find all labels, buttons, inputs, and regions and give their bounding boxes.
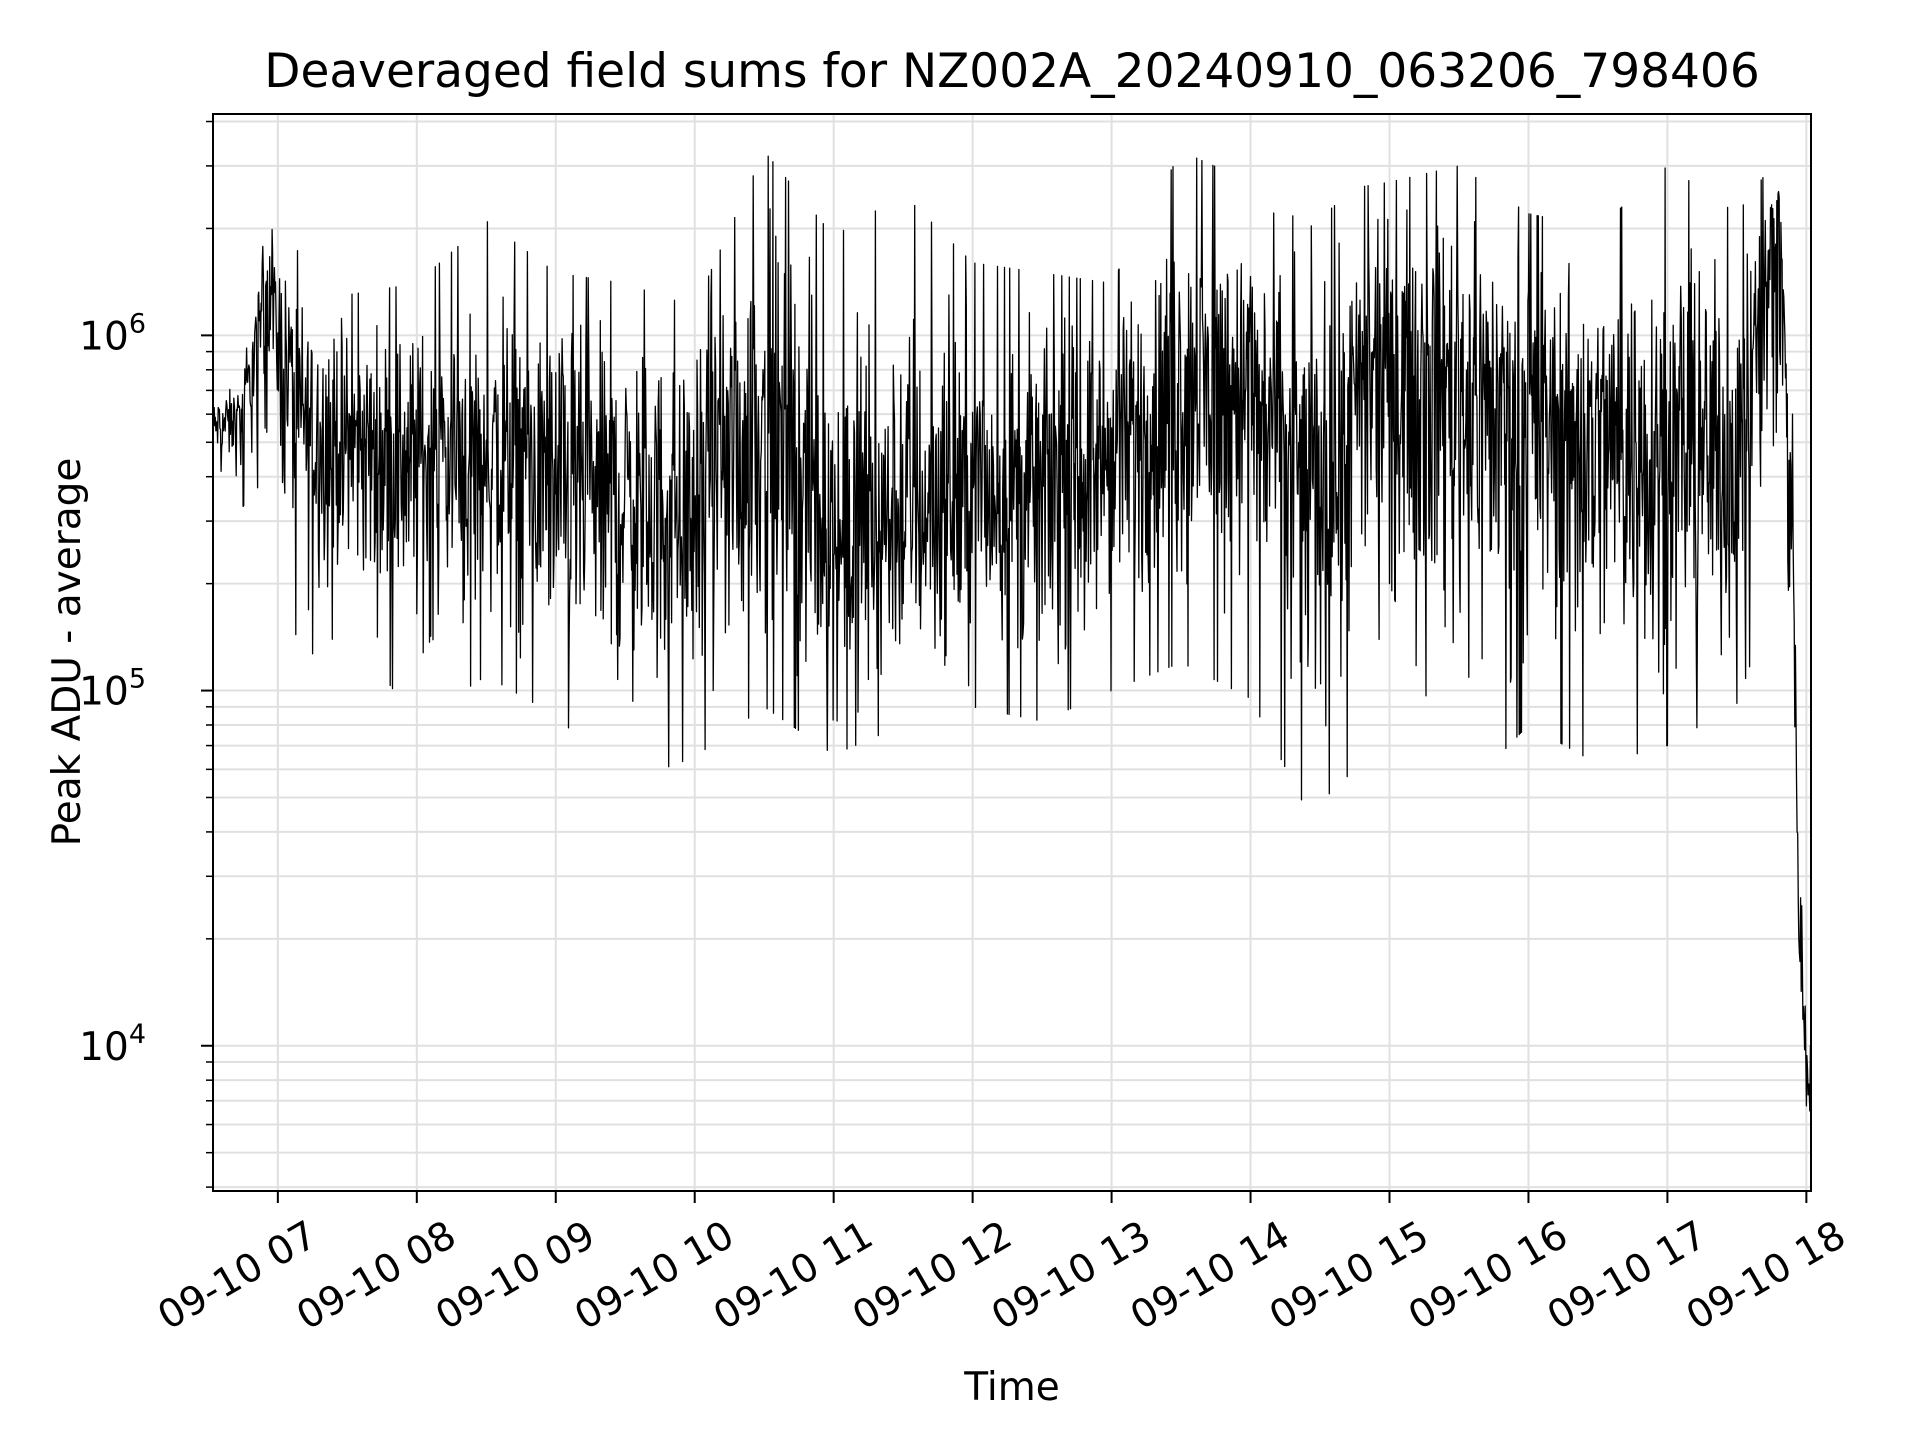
y-tick-label: 105 [79, 664, 146, 715]
x-axis-label: Time [963, 1365, 1059, 1410]
y-tick-label: 104 [79, 1019, 146, 1070]
y-axis-label: Peak ADU - average [45, 458, 90, 847]
chart-title: Deaveraged field sums for NZ002A_2024091… [264, 44, 1759, 99]
y-tick-label: 106 [79, 308, 146, 359]
plot-frame [212, 113, 1812, 1192]
y-axis: 104 105 106 [79, 120, 213, 1188]
series-line [212, 155, 1812, 1112]
series-layer [212, 155, 1812, 1112]
